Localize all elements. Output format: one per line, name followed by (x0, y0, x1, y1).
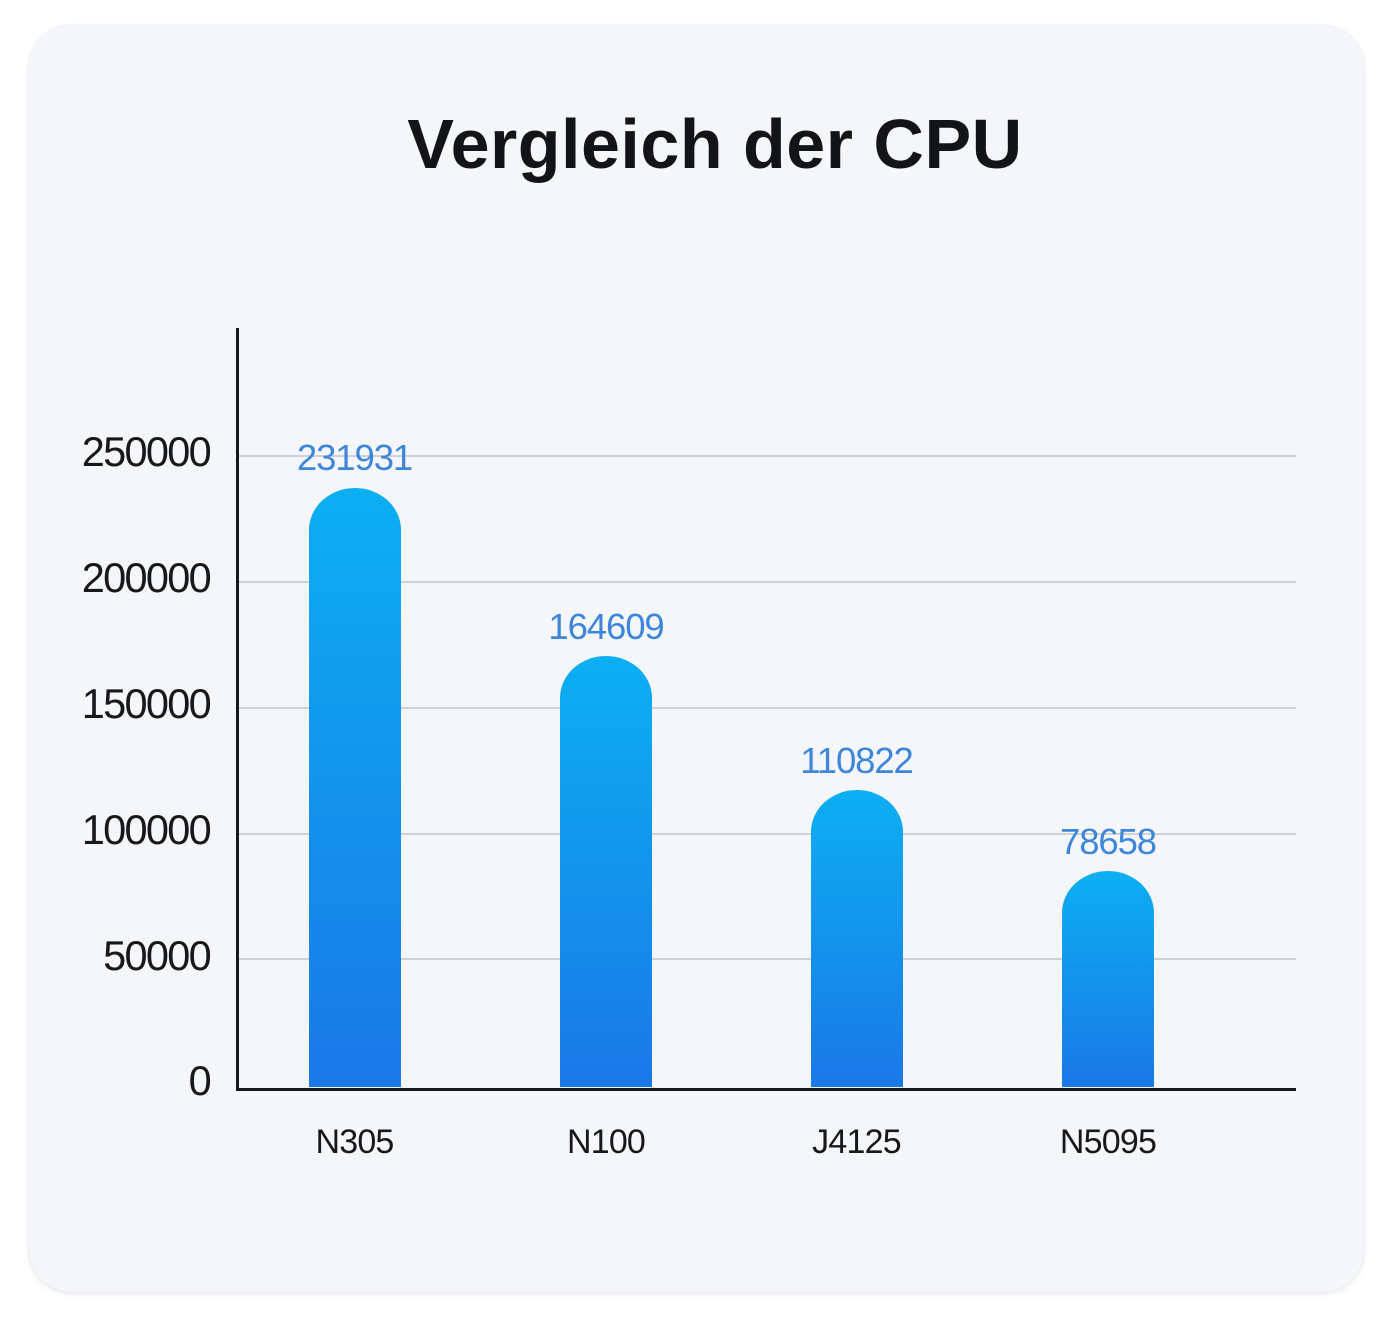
y-gridline (238, 455, 1296, 458)
y-gridline (238, 581, 1296, 583)
x-axis-tick-label: N100 (566, 1122, 646, 1161)
y-gridline (238, 706, 1296, 709)
y-axis-tick-label: 250000 (81, 428, 212, 476)
x-axis-tick-label: N305 (315, 1122, 394, 1161)
y-axis-line (236, 328, 239, 1091)
bar-value-label: 78658 (1060, 820, 1157, 862)
y-axis-tick-label: 150000 (81, 680, 212, 728)
bar-N100 (560, 655, 652, 1088)
bar-N305 (308, 487, 401, 1088)
bar-value-label: 164609 (548, 605, 664, 647)
x-axis-line (236, 1087, 1296, 1091)
bar-value-label: 231931 (296, 437, 413, 479)
y-axis-tick-label: 0 (188, 1057, 212, 1105)
bar-value-label: 110822 (800, 740, 914, 782)
y-gridline (238, 832, 1296, 835)
chart-title: Vergleich der CPU (407, 105, 1023, 183)
bar-J4125 (810, 790, 903, 1088)
x-axis-tick-label: J4125 (812, 1122, 901, 1161)
y-axis-tick-label: 200000 (81, 554, 212, 602)
x-axis-tick-label: N5095 (1059, 1122, 1157, 1161)
y-gridline (238, 958, 1296, 961)
y-axis-tick-label: 50000 (103, 931, 212, 979)
bar-N5095 (1062, 870, 1154, 1088)
y-axis-tick-label: 100000 (81, 805, 212, 853)
